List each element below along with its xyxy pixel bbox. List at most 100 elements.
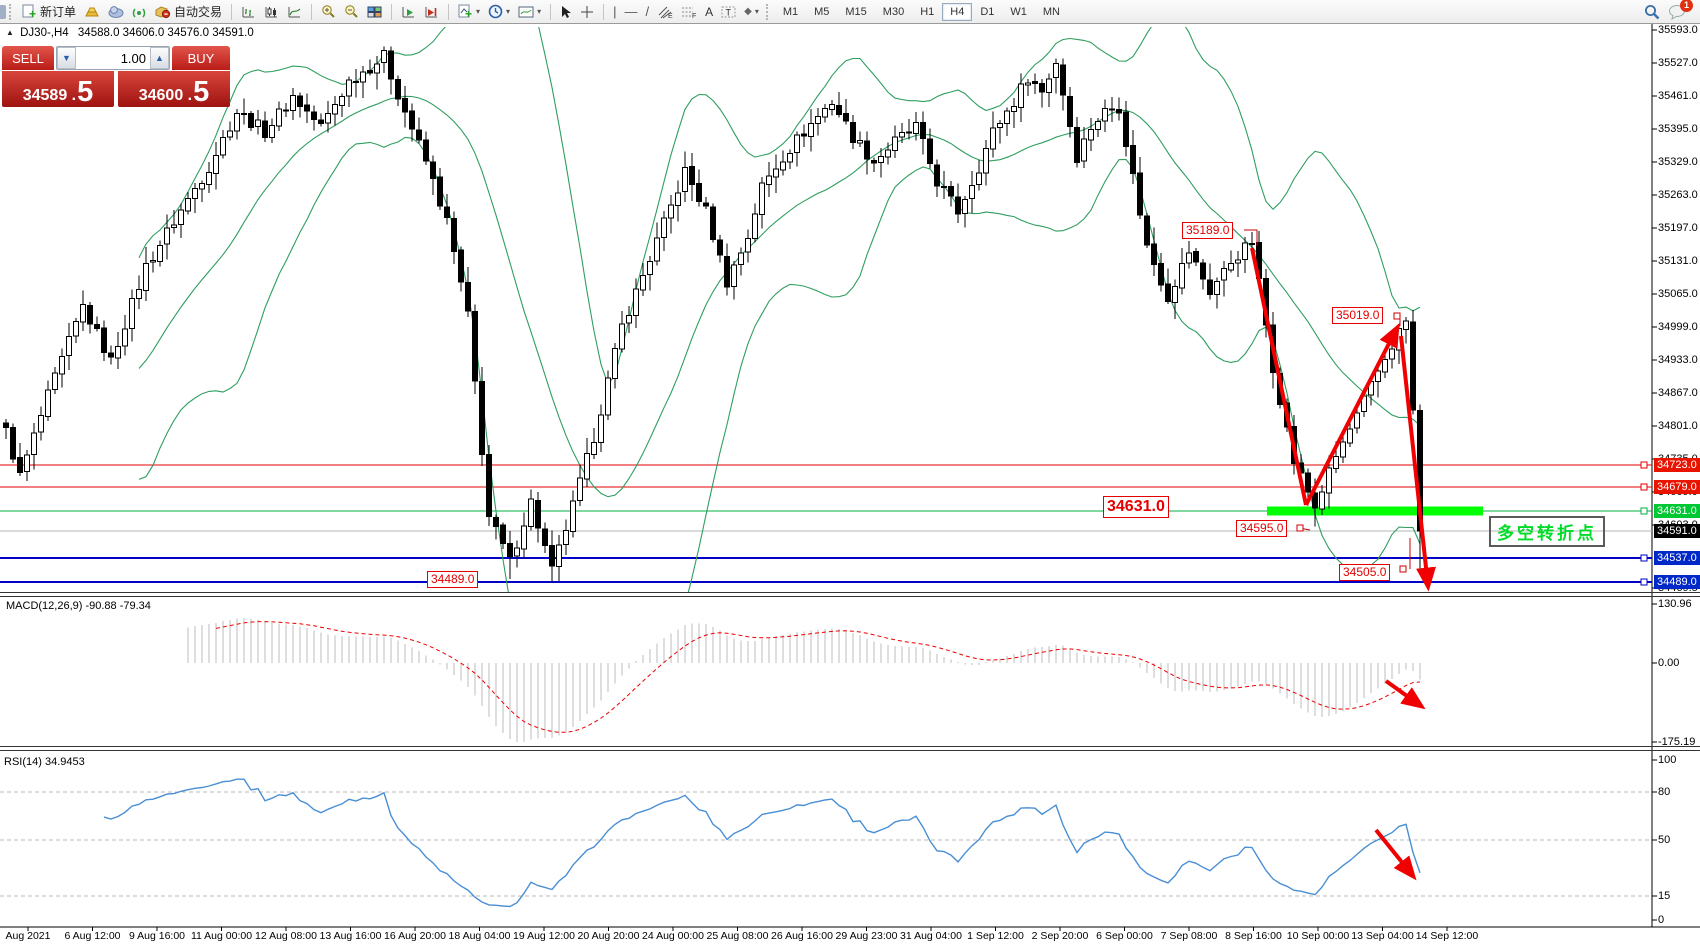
tile-windows-button[interactable] <box>363 4 386 20</box>
candlestick-icon <box>264 5 279 19</box>
toolbar-right: 1 <box>1644 0 1700 20</box>
text-label-icon: T <box>721 5 736 19</box>
vertical-line-icon: | <box>613 4 617 19</box>
dropdown-arrow-icon: ▾ <box>476 6 481 16</box>
text-icon: A <box>705 4 714 19</box>
timeframe-m1[interactable]: M1 <box>782 5 799 18</box>
volume-input[interactable] <box>76 47 150 69</box>
volume-decrease-button[interactable]: ▼ <box>57 47 76 69</box>
bollinger-bands <box>138 27 1421 592</box>
timeframe-m15[interactable]: M15 <box>845 5 867 18</box>
rsi-line <box>103 778 1421 908</box>
new-order-button[interactable]: + 新订单 <box>18 2 80 21</box>
clipped-edge-icon <box>0 4 6 19</box>
new-order-label: 新订单 <box>40 5 77 19</box>
community-button[interactable] <box>104 4 128 19</box>
zoom-out-button[interactable] <box>340 3 363 20</box>
one-click-trading-panel: SELL ▼ ▲ BUY 34589 .5 34600 .5 <box>2 46 230 107</box>
crosshair-tool-button[interactable] <box>576 4 598 20</box>
toolbar-grip <box>9 3 15 20</box>
auto-scroll-button[interactable] <box>397 4 420 20</box>
trend-arrow <box>1250 247 1308 506</box>
arrows-tool[interactable]: ◆ ▾ <box>740 6 763 18</box>
text-tool[interactable]: A <box>701 5 717 19</box>
template-icon <box>518 5 534 19</box>
notification-badge: 1 <box>1680 0 1693 12</box>
indicators-button[interactable]: + ▾ <box>454 3 484 20</box>
volume-spinner: ▼ ▲ <box>56 46 170 70</box>
auto-trading-label: 自动交易 <box>174 5 223 19</box>
vertical-line-tool[interactable]: | <box>609 4 620 19</box>
chart-shift-button[interactable] <box>420 4 443 20</box>
horizontal-line-tool[interactable]: — <box>620 4 641 19</box>
channel-icon: E <box>657 5 673 19</box>
auto-trading-button[interactable]: 自动交易 <box>151 2 226 21</box>
buy-button[interactable]: BUY <box>172 46 230 70</box>
fibonacci-tool[interactable]: F <box>677 4 701 20</box>
svg-text:+: + <box>465 7 472 19</box>
trend-arrow <box>1374 828 1417 881</box>
timeframe-w1[interactable]: W1 <box>1010 5 1027 18</box>
timeframe-group: M1 M5 M15 M30 H1 H4 D1 W1 MN <box>775 2 1068 21</box>
buy-price[interactable]: 34600 .5 <box>118 71 230 107</box>
main-toolbar: + 新订单 自动交易 + ▾ ▾ ▾ | — / E F A T <box>0 0 1700 24</box>
cloud-icon <box>108 5 124 18</box>
macd-histogram <box>187 617 1421 742</box>
line-chart-icon <box>287 5 302 19</box>
cursor-tool-button[interactable] <box>556 4 576 20</box>
deposit-button[interactable] <box>80 5 104 19</box>
channel-tool[interactable]: E <box>653 4 677 20</box>
templates-button[interactable]: ▾ <box>514 4 545 20</box>
timeframe-m30[interactable]: M30 <box>882 5 905 18</box>
timeframe-h1[interactable]: H1 <box>920 5 935 18</box>
clock-icon <box>488 4 503 19</box>
tile-windows-icon <box>367 5 382 19</box>
dropdown-arrow-icon: ▾ <box>754 6 759 16</box>
signals-button[interactable] <box>128 4 151 20</box>
bar-chart-mode-button[interactable] <box>237 4 260 20</box>
timeframe-mn[interactable]: MN <box>1042 5 1060 18</box>
dropdown-arrow-icon: ▾ <box>537 6 542 16</box>
svg-text:+: + <box>29 7 36 19</box>
chat-icon[interactable]: 1 <box>1668 0 1693 20</box>
cursor-icon <box>560 5 572 19</box>
candles <box>3 46 1423 582</box>
line-chart-mode-button[interactable] <box>283 4 306 20</box>
trend-arrow <box>1399 335 1436 592</box>
zoom-in-button[interactable] <box>317 3 340 20</box>
new-order-icon: + <box>22 4 37 19</box>
trend-arrow <box>1384 679 1426 710</box>
zoom-in-icon <box>321 4 336 19</box>
text-label-tool[interactable]: T <box>717 4 740 20</box>
fibonacci-icon: F <box>681 5 697 19</box>
timeframe-h4[interactable]: H4 <box>942 2 973 21</box>
periods-button[interactable]: ▾ <box>484 3 514 20</box>
bar-chart-icon <box>241 5 256 19</box>
trendline-tool[interactable]: / <box>641 4 653 19</box>
gold-bars-icon <box>84 6 100 18</box>
timeframe-m5[interactable]: M5 <box>814 5 830 18</box>
svg-text:T: T <box>726 7 732 17</box>
dropdown-arrow-icon: ▾ <box>506 6 511 16</box>
timeframe-d1[interactable]: D1 <box>980 5 995 18</box>
shapes-icon: ◆ <box>744 5 752 17</box>
zoom-out-icon <box>344 4 359 19</box>
volume-increase-button[interactable]: ▲ <box>150 47 169 69</box>
toolbar-grip <box>765 3 772 20</box>
toolbar-separator <box>448 3 450 20</box>
sell-price[interactable]: 34589 .5 <box>2 71 114 107</box>
svg-text:F: F <box>692 13 696 19</box>
signal-icon <box>132 5 147 19</box>
candlestick-mode-button[interactable] <box>260 4 283 20</box>
crosshair-icon <box>580 5 594 19</box>
toolbar-separator <box>391 3 393 20</box>
trend-arrow <box>1304 323 1400 506</box>
auto-trading-icon <box>155 5 171 19</box>
sell-button[interactable]: SELL <box>2 46 54 70</box>
macd-signal-line <box>215 621 1421 733</box>
horizontal-line-icon: — <box>624 4 638 19</box>
toolbar-separator <box>603 3 605 20</box>
search-icon[interactable] <box>1644 4 1660 20</box>
